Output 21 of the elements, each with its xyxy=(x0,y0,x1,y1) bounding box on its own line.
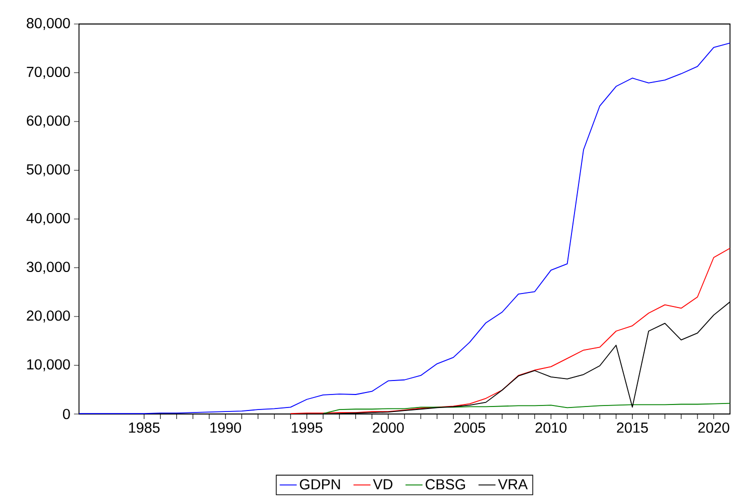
y-tick-label: 40,000 xyxy=(26,213,70,225)
y-tick-label: 20,000 xyxy=(26,310,70,322)
x-tick-label: 1985 xyxy=(129,422,160,433)
x-tick-label: 2020 xyxy=(698,422,730,433)
y-tick-label: 70,000 xyxy=(26,66,70,79)
legend-label: CBSG xyxy=(426,479,465,490)
y-tick-label: 0 xyxy=(62,408,70,420)
x-tick-label: 2015 xyxy=(616,422,648,433)
legend-label: VRA xyxy=(498,479,528,490)
legend-label: GDPN xyxy=(300,479,340,490)
y-tick-label: 30,000 xyxy=(26,262,70,274)
x-tick-label: 1990 xyxy=(210,422,242,433)
legend-label: VD xyxy=(372,479,392,490)
y-tick-label: 60,000 xyxy=(26,116,70,128)
x-tick-label: 1995 xyxy=(292,422,322,433)
y-tick-label: 10,000 xyxy=(27,359,70,372)
x-tick-label: 2010 xyxy=(536,422,567,433)
x-tick-label: 2005 xyxy=(454,422,486,433)
y-tick-label: 80,000 xyxy=(26,18,70,30)
x-tick-label: 2000 xyxy=(372,422,404,433)
y-tick-label: 50,000 xyxy=(26,164,70,176)
